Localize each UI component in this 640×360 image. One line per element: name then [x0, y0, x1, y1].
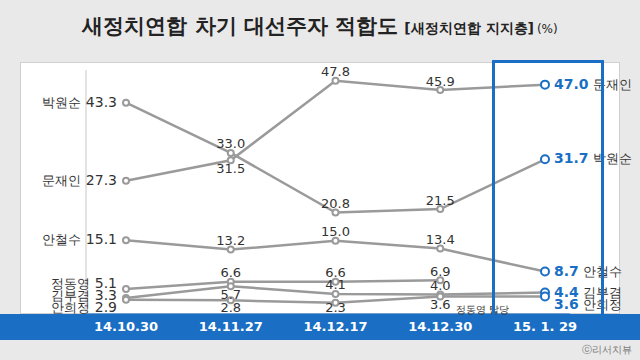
svg-text:박원순43.3: 박원순43.3: [42, 94, 117, 110]
svg-text:21.5: 21.5: [426, 193, 455, 208]
svg-text:47.8: 47.8: [321, 64, 350, 79]
svg-text:20.8: 20.8: [321, 196, 350, 211]
svg-text:33.0: 33.0: [216, 136, 245, 151]
svg-text:3.6안희정: 3.6안희정: [554, 296, 622, 312]
svg-text:2.8: 2.8: [220, 300, 241, 315]
html-text:4.4 김부겸: 4.4 김부겸: [554, 283, 622, 300]
svg-text:14.10.30: 14.10.30: [94, 319, 158, 334]
svg-text:4.1: 4.1: [325, 277, 346, 292]
svg-text:13.4: 13.4: [426, 232, 455, 247]
html-text:정동영 5.1: 정동영 5.1: [50, 275, 117, 291]
svg-text:14.12.30: 14.12.30: [408, 319, 472, 334]
svg-text:15. 1. 29: 15. 1. 29: [513, 319, 577, 334]
svg-text:2.3: 2.3: [325, 300, 346, 315]
svg-text:정동영 탈당: 정동영 탈당: [456, 304, 509, 315]
svg-text:6.6: 6.6: [325, 265, 346, 281]
svg-text:45.9: 45.9: [426, 74, 455, 89]
svg-text:4.0: 4.0: [430, 278, 451, 293]
svg-text:13.2: 13.2: [216, 233, 245, 248]
html-text:ⓒ리서치뷰: ⓒ리서치뷰: [582, 344, 632, 355]
svg-text:14.12.17: 14.12.17: [303, 319, 367, 334]
svg-text:안철수15.1: 안철수15.1: [42, 231, 117, 247]
svg-text:5.7: 5.7: [220, 286, 242, 302]
svg-text:15.0: 15.0: [321, 224, 350, 239]
html-text:새정치연합 차기 대선주자 적합도 [새정치연합 지지층]: 새정치연합 차기 대선주자 적합도 [새정치연합 지지층] (%): [82, 14, 558, 38]
svg-text:31.7박원순: 31.7박원순: [554, 150, 632, 166]
svg-text:6.6: 6.6: [220, 265, 241, 280]
svg-text:6.9: 6.9: [430, 264, 451, 279]
svg-text:14.11.27: 14.11.27: [199, 319, 263, 334]
svg-text:3.6: 3.6: [430, 297, 451, 312]
svg-text:8.7안철수: 8.7안철수: [554, 263, 622, 279]
svg-text:47.0문재인: 47.0문재인: [554, 76, 632, 92]
svg-text:안희정2.9: 안희정2.9: [51, 299, 117, 315]
svg-text:문재인27.3: 문재인27.3: [42, 172, 117, 188]
html-text:김부겸 3.3: 김부겸 3.3: [50, 287, 117, 303]
svg-text:31.5: 31.5: [216, 161, 245, 176]
